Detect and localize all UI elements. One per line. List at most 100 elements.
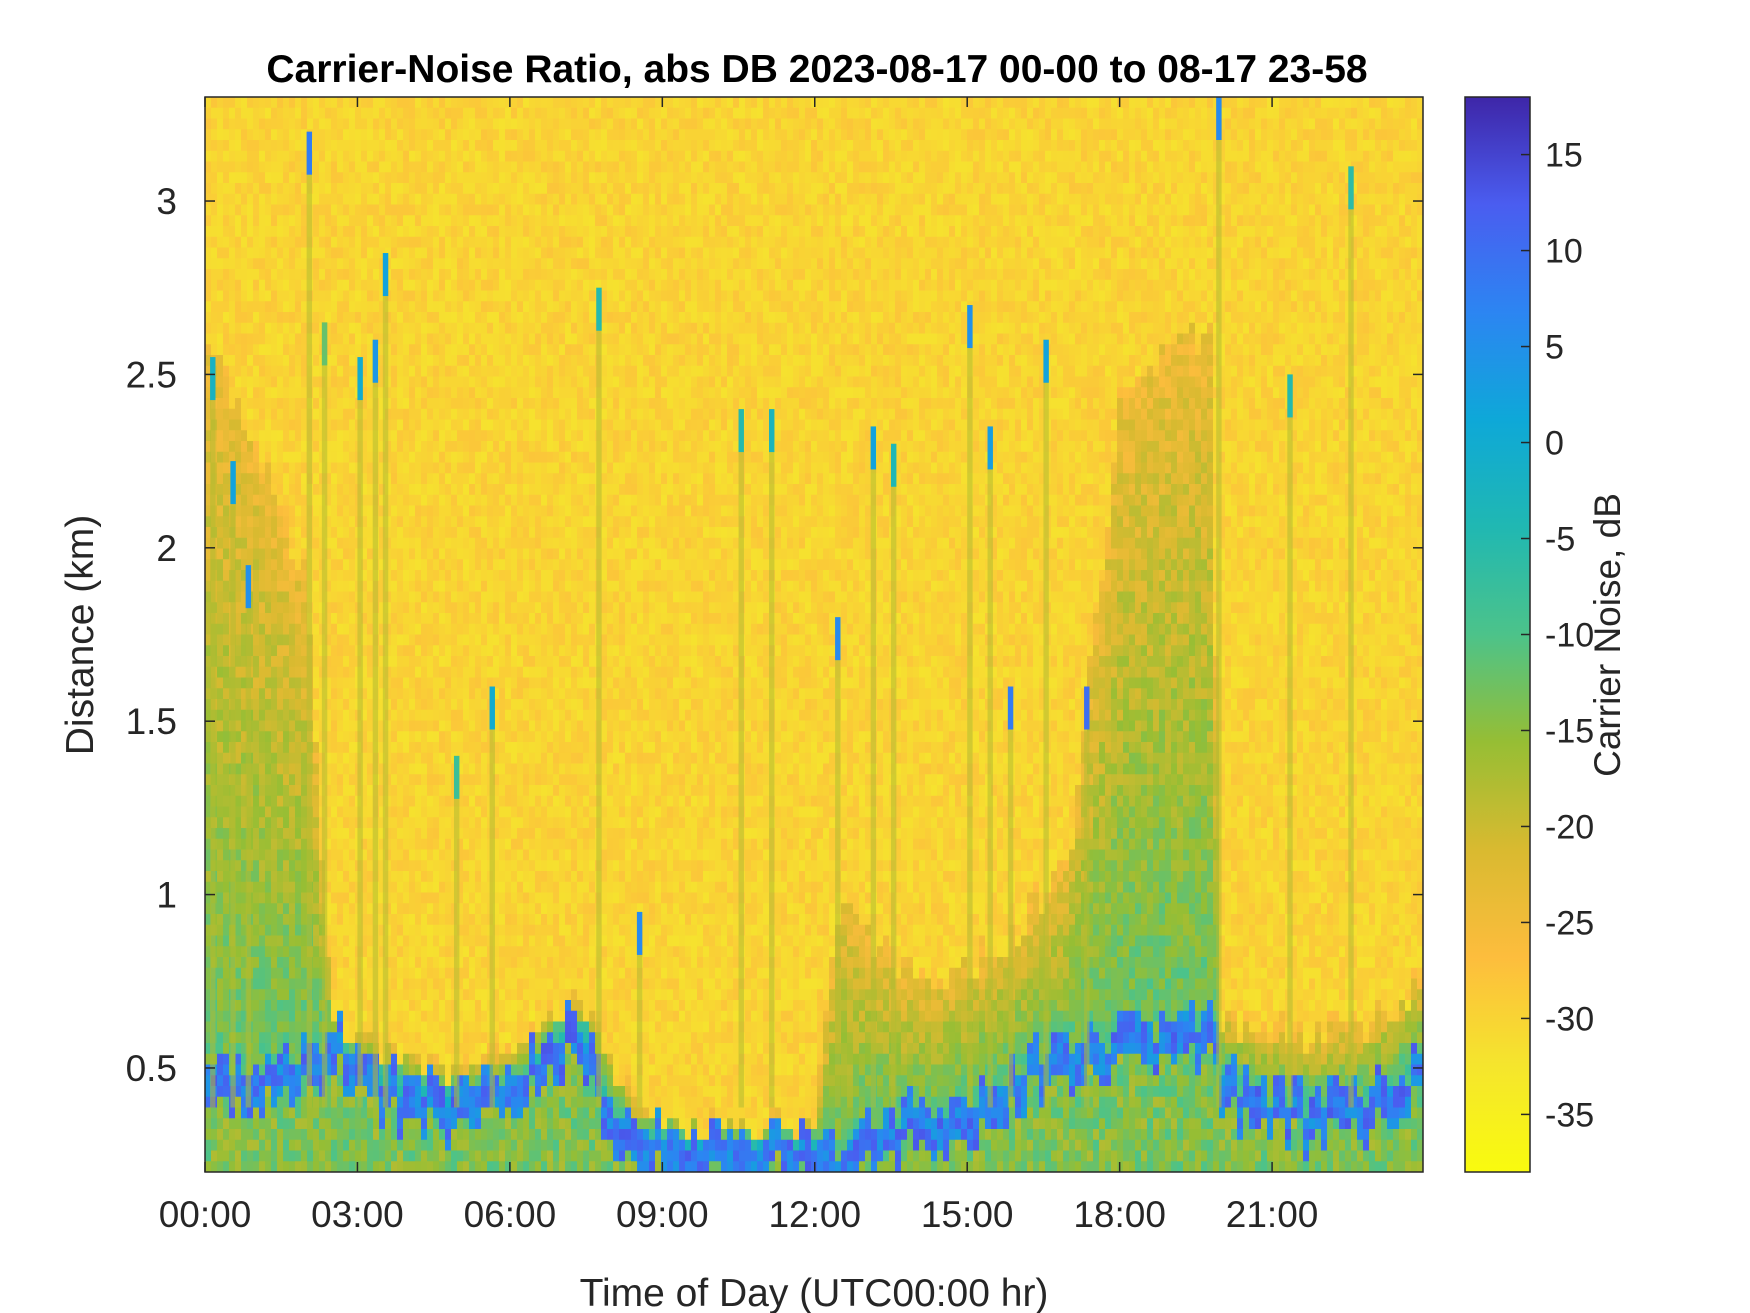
heatmap-cell (493, 720, 500, 732)
heatmap-cell (445, 774, 452, 786)
heatmap-cell (289, 150, 296, 163)
heatmap-cell (331, 258, 338, 270)
heatmap-cell (301, 688, 308, 700)
heatmap-cell (469, 236, 476, 249)
heatmap-cell (277, 914, 284, 926)
heatmap-cell (349, 1021, 356, 1033)
heatmap-cell (337, 967, 344, 980)
heatmap-cell (475, 118, 482, 130)
heatmap-cell (445, 742, 452, 754)
heatmap-cell (427, 989, 434, 1001)
heatmap-cell (481, 419, 488, 431)
heatmap-cell (265, 935, 272, 947)
heatmap-cell (463, 1043, 470, 1055)
heatmap-cell (367, 785, 374, 797)
heatmap-cell (283, 312, 290, 324)
heatmap-cell (229, 430, 236, 442)
heatmap-cell (379, 161, 386, 173)
heatmap-cell (475, 935, 482, 947)
heatmap-cell (457, 838, 464, 851)
heatmap-cell (343, 129, 350, 141)
heatmap-cell (397, 763, 404, 775)
heatmap-cell (265, 365, 272, 378)
heatmap-cell (253, 935, 260, 947)
heatmap-cell (223, 806, 230, 818)
heatmap-cell (337, 548, 344, 560)
heatmap-cell (397, 623, 404, 636)
heatmap-cell (283, 752, 290, 765)
heatmap-cell (367, 645, 374, 657)
heatmap-cell (481, 258, 488, 270)
heatmap-cell (439, 527, 446, 539)
heatmap-cell (403, 548, 410, 560)
heatmap-cell (379, 774, 386, 786)
heatmap-cell (241, 989, 248, 1001)
heatmap-cell (205, 548, 212, 560)
heatmap-cell (361, 978, 368, 990)
heatmap-cell (277, 752, 284, 765)
heatmap-cell (253, 1010, 260, 1023)
heatmap-cell (397, 1118, 404, 1130)
heatmap-cell (475, 709, 482, 722)
heatmap-cell (457, 344, 464, 356)
heatmap-cell (391, 817, 398, 829)
heatmap-cell (421, 742, 428, 754)
heatmap-cell (253, 193, 260, 206)
heatmap-cell (229, 441, 236, 453)
heatmap-cell (445, 516, 452, 528)
heatmap-cell (253, 387, 260, 399)
heatmap-cell (493, 634, 500, 646)
heatmap-cell (301, 462, 308, 474)
heatmap-cell (463, 527, 470, 539)
heatmap-cell (253, 666, 260, 679)
heatmap-cell (337, 279, 344, 292)
heatmap-cell (253, 236, 260, 249)
heatmap-cell (325, 914, 332, 926)
heatmap-cell (289, 473, 296, 485)
heatmap-cell (265, 150, 272, 163)
heatmap-cell (289, 215, 296, 227)
heatmap-cell (301, 150, 308, 163)
heatmap-cell (487, 570, 494, 582)
heatmap-cell (499, 269, 506, 281)
heatmap-cell (355, 269, 362, 281)
heatmap-cell (295, 806, 302, 818)
heatmap-cell (439, 1150, 446, 1162)
heatmap-cell (259, 763, 266, 775)
heatmap-cell (427, 978, 434, 990)
heatmap-cell (349, 860, 356, 872)
heatmap-cell (253, 97, 260, 109)
heatmap-cell (289, 623, 296, 636)
heatmap-cell (337, 484, 344, 496)
heatmap-cell (241, 150, 248, 163)
heatmap-cell (409, 258, 416, 270)
heatmap-cell (433, 344, 440, 356)
heatmap-cell (277, 548, 284, 560)
heatmap-cell (481, 107, 488, 120)
heatmap-cell (301, 871, 308, 883)
heatmap-cell (445, 1021, 452, 1033)
heatmap-cell (289, 494, 296, 507)
heatmap-cell (265, 172, 272, 184)
heatmap-cell (241, 838, 248, 851)
heatmap-cell (349, 484, 356, 496)
heatmap-cell (397, 441, 404, 453)
heatmap-cell (349, 559, 356, 571)
heatmap-cell (217, 656, 224, 668)
heatmap-cell (265, 516, 272, 528)
heatmap-cell (241, 946, 248, 958)
heatmap-cell (325, 236, 332, 249)
heatmap-cell (259, 451, 266, 464)
heatmap-cell (475, 602, 482, 614)
heatmap-cell (331, 1075, 338, 1087)
heatmap-cell (301, 892, 308, 904)
heatmap-cell (295, 226, 302, 238)
heatmap-cell (277, 903, 284, 915)
heatmap-cell (277, 494, 284, 507)
heatmap-cell (427, 258, 434, 270)
heatmap-cell (337, 473, 344, 485)
heatmap-cell (325, 731, 332, 743)
heatmap-cell (439, 1139, 446, 1152)
heatmap-cell (283, 860, 290, 872)
heatmap-cell (457, 129, 464, 141)
